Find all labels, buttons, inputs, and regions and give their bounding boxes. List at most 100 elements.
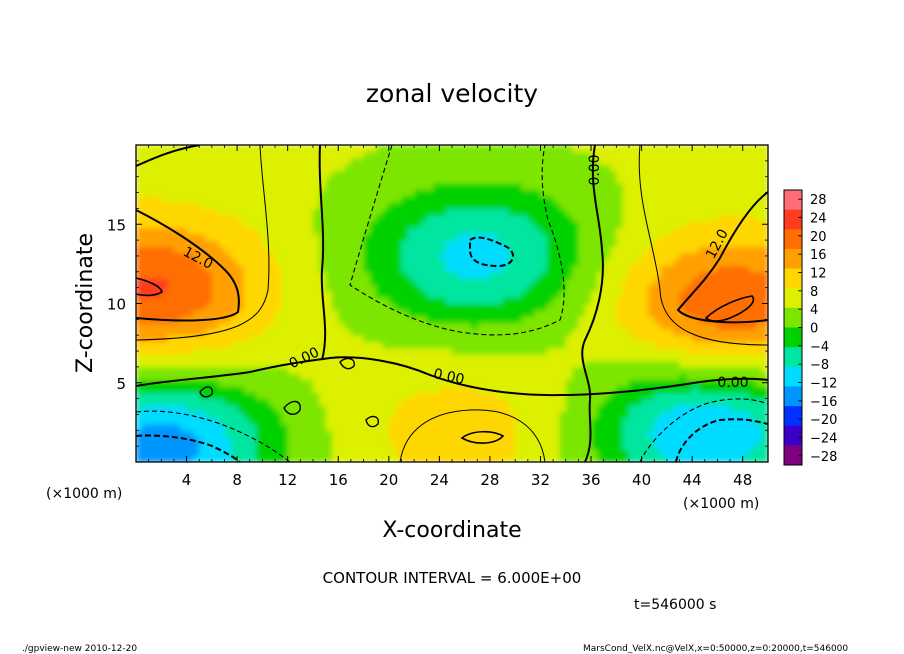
heat-cell	[641, 252, 649, 260]
heat-cell	[540, 411, 548, 419]
heat-cell	[445, 214, 453, 222]
heat-cell	[262, 303, 270, 311]
heat-cell	[521, 366, 529, 374]
heat-cell	[363, 278, 371, 286]
heat-cell	[275, 455, 282, 462]
heat-cell	[553, 189, 561, 197]
heat-cell	[268, 436, 276, 444]
heat-cell	[711, 322, 719, 330]
heat-cell	[591, 176, 598, 184]
heat-cell	[692, 284, 700, 292]
heat-cell	[597, 278, 605, 286]
heat-cell	[565, 366, 573, 374]
heat-cell	[369, 284, 377, 292]
heat-cell	[218, 233, 226, 241]
heat-cell	[312, 354, 320, 362]
heat-cell	[325, 170, 333, 178]
heat-cell	[452, 417, 459, 425]
heat-cell	[281, 341, 289, 349]
heat-cell	[483, 366, 491, 374]
heat-cell	[275, 233, 282, 241]
heat-cell	[192, 417, 200, 425]
heat-cell	[224, 398, 232, 406]
heat-cell	[521, 398, 529, 406]
heat-cell	[388, 227, 396, 235]
heat-cell	[395, 145, 403, 152]
heat-cell	[287, 278, 295, 286]
heat-cell	[256, 259, 263, 267]
heat-cell	[572, 455, 579, 462]
heat-cell	[363, 265, 371, 273]
heat-cell	[439, 233, 447, 241]
heat-cell	[136, 303, 143, 311]
heat-cell	[496, 417, 504, 425]
heat-cell	[363, 240, 371, 248]
heat-cell	[458, 341, 466, 349]
heat-cell	[723, 221, 731, 229]
heat-cell	[553, 455, 561, 462]
heat-cell	[502, 341, 510, 349]
heat-cell	[218, 151, 226, 159]
heat-cell	[154, 252, 162, 260]
heat-cell	[584, 316, 592, 324]
heat-cell	[540, 145, 548, 152]
heat-cell	[647, 297, 655, 305]
heat-cell	[502, 322, 510, 330]
heat-cell	[388, 202, 396, 209]
heat-cell	[363, 170, 371, 178]
heat-cell	[641, 398, 649, 406]
heat-cell	[439, 195, 447, 203]
heat-cell	[559, 271, 567, 279]
heat-cell	[136, 151, 143, 159]
heat-cell	[192, 259, 200, 267]
heat-cell	[527, 455, 535, 462]
heat-cell	[742, 252, 750, 260]
heat-cell	[414, 284, 421, 292]
heat-cell	[433, 354, 440, 362]
heat-cell	[369, 436, 377, 444]
heat-cell	[249, 227, 257, 235]
heat-cell	[414, 214, 421, 222]
heat-cell	[597, 259, 605, 267]
heat-cell	[331, 417, 339, 425]
heat-cell	[369, 252, 377, 260]
heat-cell	[173, 202, 181, 209]
heat-cell	[180, 385, 188, 393]
heat-cell	[312, 252, 320, 260]
heat-cell	[357, 423, 365, 431]
heat-cell	[730, 195, 737, 203]
heat-cell	[161, 385, 169, 393]
heat-cell	[211, 436, 219, 444]
heat-cell	[470, 208, 478, 216]
heat-cell	[350, 259, 358, 267]
heat-cell	[761, 240, 768, 248]
heat-cell	[673, 392, 681, 400]
heat-cell	[603, 202, 611, 209]
heat-cell	[148, 328, 156, 336]
heat-cell	[603, 195, 611, 203]
heat-cell	[142, 170, 150, 178]
heat-cell	[477, 423, 485, 431]
heat-cell	[717, 411, 725, 419]
heat-cell	[350, 417, 358, 425]
heat-cell	[489, 347, 497, 355]
heat-cell	[502, 265, 510, 273]
heat-cell	[572, 221, 579, 229]
heat-cell	[730, 214, 737, 222]
heat-cell	[559, 252, 567, 260]
heat-cell	[673, 145, 681, 152]
heat-cell	[192, 164, 200, 171]
heat-cell	[622, 170, 630, 178]
heat-cell	[167, 151, 175, 159]
heat-cell	[407, 246, 415, 254]
heat-cell	[401, 322, 409, 330]
heat-cell	[711, 341, 719, 349]
heat-cell	[452, 221, 459, 229]
heat-cell	[249, 265, 257, 273]
heat-cell	[603, 189, 611, 197]
heat-cell	[730, 208, 737, 216]
heat-cell	[439, 214, 447, 222]
heat-cell	[553, 436, 561, 444]
heat-cell	[243, 379, 251, 387]
heat-cell	[553, 347, 561, 355]
